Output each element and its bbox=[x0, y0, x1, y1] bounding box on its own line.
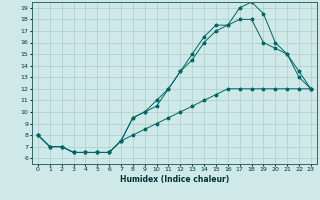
X-axis label: Humidex (Indice chaleur): Humidex (Indice chaleur) bbox=[120, 175, 229, 184]
